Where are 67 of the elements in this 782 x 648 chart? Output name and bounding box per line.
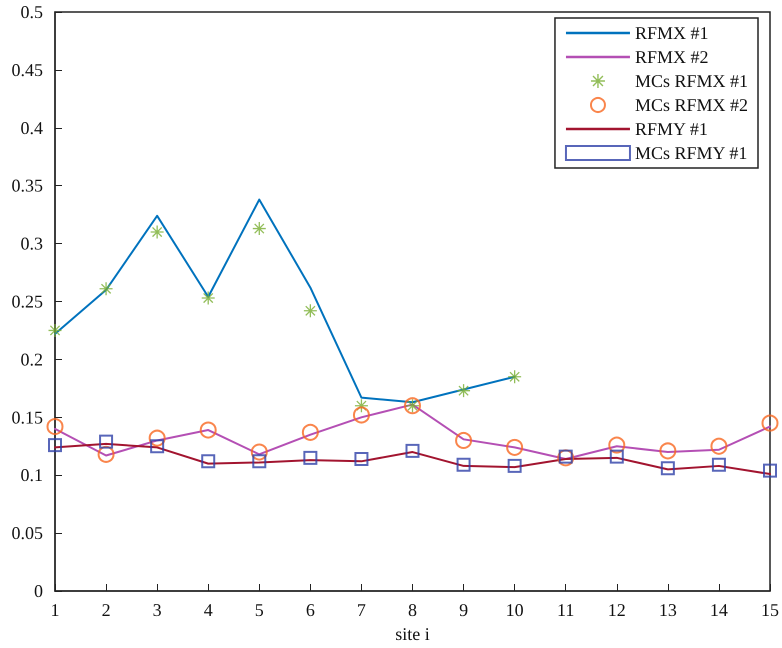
point — [99, 434, 114, 449]
x-axis-title: site i — [395, 624, 430, 644]
point — [304, 304, 317, 318]
point — [200, 422, 217, 439]
point — [201, 454, 216, 468]
point — [660, 461, 675, 476]
point — [302, 424, 319, 441]
x-tick-label: 7 — [356, 600, 366, 620]
point — [303, 450, 318, 465]
legend-label: RFMY #1 — [634, 119, 708, 139]
point — [710, 438, 728, 455]
point — [150, 439, 164, 454]
y-tick-label: 0.4 — [20, 118, 43, 138]
x-tick-label: 11 — [557, 600, 574, 620]
legend-label: MCs RFMY #1 — [634, 143, 748, 163]
point — [202, 292, 215, 305]
y-tick-label: 0.45 — [12, 60, 43, 80]
point — [762, 414, 778, 432]
point — [610, 450, 624, 464]
y-tick-label: 0.5 — [20, 2, 43, 22]
y-tick-label: 0.1 — [20, 465, 43, 486]
x-tick-label: 1 — [50, 600, 60, 620]
point — [608, 436, 626, 454]
y-tick-label: 0 — [34, 581, 43, 601]
y-tick-label: 0.3 — [20, 234, 43, 254]
y-tick-label: 0.15 — [12, 407, 43, 428]
x-tick-label: 9 — [459, 600, 468, 620]
point — [712, 458, 726, 472]
x-tick-label: 14 — [710, 600, 728, 620]
point — [456, 458, 471, 472]
x-tick-label: 10 — [506, 600, 524, 620]
legend-label: RFMX #2 — [634, 47, 708, 67]
point — [455, 432, 472, 449]
point — [250, 444, 268, 461]
x-tick-label: 15 — [761, 600, 779, 620]
point — [457, 384, 470, 398]
x-tick-label: 8 — [408, 600, 417, 620]
x-tick-label: 4 — [204, 600, 213, 620]
x-tick-label: 3 — [152, 600, 162, 620]
y-tick-label: 0.35 — [12, 176, 43, 196]
point — [406, 444, 420, 458]
point — [659, 442, 676, 460]
point — [352, 406, 370, 424]
x-tick-label: 6 — [306, 600, 315, 620]
point — [508, 370, 522, 384]
legend-label: MCs RFMX #2 — [634, 95, 748, 115]
point — [148, 430, 166, 447]
point — [252, 222, 266, 236]
y-tick-label: 0.2 — [20, 349, 43, 370]
x-tick-label: 12 — [608, 600, 626, 620]
y-tick-label: 0.05 — [12, 523, 43, 544]
legend-label: MCs RFMX #1 — [634, 71, 748, 91]
point — [508, 458, 522, 473]
x-tick-label: 2 — [102, 600, 111, 620]
point — [98, 446, 115, 463]
point — [354, 452, 368, 466]
x-tick-label: 13 — [658, 600, 677, 620]
y-tick-label: 0.25 — [12, 292, 43, 312]
point — [252, 454, 266, 468]
legend-label: RFMX #1 — [634, 23, 708, 43]
x-tick-label: 5 — [254, 600, 264, 620]
point — [506, 438, 524, 456]
point — [150, 226, 164, 239]
point — [100, 282, 113, 296]
point — [763, 464, 777, 478]
point — [46, 418, 64, 436]
point — [48, 438, 62, 452]
